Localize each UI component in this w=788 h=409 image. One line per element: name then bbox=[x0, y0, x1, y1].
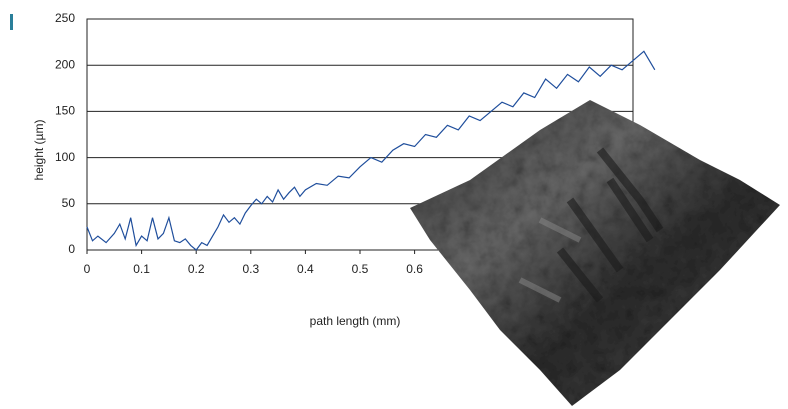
y-axis-label: height (µm) bbox=[32, 120, 46, 181]
x-tick-label: 0.1 bbox=[133, 262, 150, 276]
x-axis-label: path length (mm) bbox=[310, 314, 401, 328]
data-line bbox=[86, 50, 656, 251]
y-tick-label: 0 bbox=[68, 242, 75, 256]
x-tick-label: 0 bbox=[84, 262, 91, 276]
y-tick-label: 150 bbox=[55, 104, 75, 118]
y-tick-label: 250 bbox=[55, 11, 75, 25]
x-tick-label: 0.4 bbox=[297, 262, 314, 276]
surface-image bbox=[410, 100, 780, 406]
x-tick-label: 0.3 bbox=[242, 262, 259, 276]
y-tick-label: 50 bbox=[62, 196, 76, 210]
x-tick-label: 0.5 bbox=[352, 262, 369, 276]
y-tick-label: 200 bbox=[55, 57, 75, 71]
y-tick-label: 100 bbox=[55, 150, 75, 164]
marker bbox=[10, 14, 13, 30]
x-tick-label: 0.6 bbox=[406, 262, 423, 276]
x-tick-label: 0.2 bbox=[188, 262, 205, 276]
